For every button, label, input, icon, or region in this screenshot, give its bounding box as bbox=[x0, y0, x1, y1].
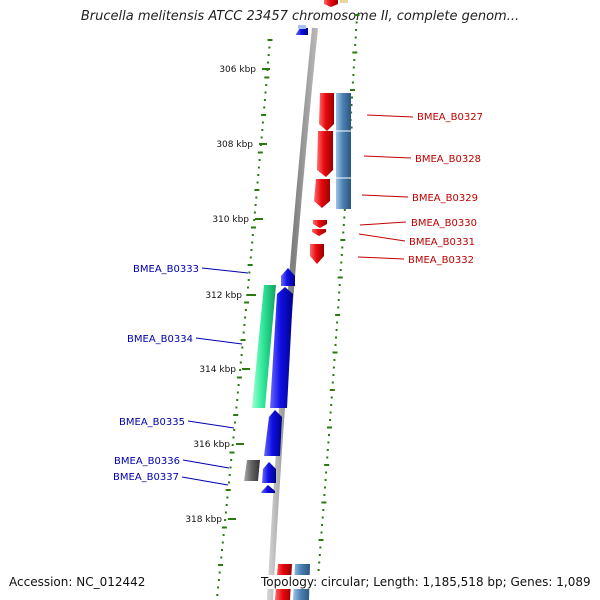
gene-label-bmea-b0330[interactable]: BMEA_B0330 bbox=[411, 218, 477, 229]
partial-forward-gene-top bbox=[324, 0, 338, 7]
label-leader bbox=[187, 420, 235, 429]
gene-arrow-bmea-b0333[interactable] bbox=[281, 268, 295, 286]
gene-label-bmea-b0327[interactable]: BMEA_B0327 bbox=[417, 112, 483, 123]
gene-arrow-bmea-b0335[interactable] bbox=[264, 410, 282, 456]
map-title: Brucella melitensis ATCC 23457 chromosom… bbox=[80, 9, 520, 24]
label-leader bbox=[195, 337, 243, 345]
cds-bar-bmea-b0336[interactable] bbox=[244, 460, 260, 481]
ruler-label: 306 kbp bbox=[219, 65, 256, 75]
partial-reverse-gene-top bbox=[296, 28, 308, 35]
gene-label-bmea-b0335[interactable]: BMEA_B0335 bbox=[119, 417, 185, 428]
ruler-label: 310 kbp bbox=[212, 215, 249, 225]
genome-summary-text: Topology: circular; Length: 1,185,518 bp… bbox=[261, 575, 591, 589]
label-leader bbox=[357, 256, 405, 260]
accession-text: Accession: NC_012442 bbox=[9, 575, 146, 589]
ruler-label: 316 kbp bbox=[193, 440, 230, 450]
reverse-gene-labels: BMEA_B0333 BMEA_B0334 BMEA_B0335 BMEA_B0… bbox=[113, 264, 249, 486]
partial-reverse-cds-top bbox=[298, 25, 306, 29]
gene-arrow-bmea-b0327[interactable] bbox=[319, 93, 334, 131]
ruler: 306 kbp 308 kbp 310 kbp 312 kbp 314 kbp … bbox=[185, 65, 270, 525]
ruler-label: 308 kbp bbox=[216, 140, 253, 150]
label-leader bbox=[358, 233, 406, 242]
gene-arrow-bmea-b0334[interactable] bbox=[270, 287, 293, 408]
ruler-label: 312 kbp bbox=[205, 291, 242, 301]
cds-bar-bmea-b0334[interactable] bbox=[252, 285, 276, 408]
label-leader bbox=[359, 221, 407, 226]
label-leader bbox=[366, 114, 414, 118]
gene-label-bmea-b0331[interactable]: BMEA_B0331 bbox=[409, 237, 475, 248]
partial-forward-cds-top bbox=[340, 0, 348, 3]
gene-arrow-bmea-b0332[interactable] bbox=[310, 244, 324, 264]
tick-ring-left bbox=[216, 39, 273, 596]
gene-arrow-bmea-b0330[interactable] bbox=[313, 220, 327, 228]
label-leader bbox=[181, 476, 229, 486]
forward-strand-features bbox=[310, 93, 351, 264]
forward-gene-labels: BMEA_B0327 BMEA_B0328 BMEA_B0329 BMEA_B0… bbox=[357, 112, 483, 266]
label-leader bbox=[201, 267, 249, 274]
gene-label-bmea-b0328[interactable]: BMEA_B0328 bbox=[415, 154, 481, 165]
label-leader bbox=[182, 459, 230, 469]
cds-bar-bmea-b0327[interactable] bbox=[336, 93, 351, 209]
gene-label-bmea-b0329[interactable]: BMEA_B0329 bbox=[412, 193, 478, 204]
gene-arrow-bmea-b0331[interactable] bbox=[312, 229, 326, 236]
gene-label-bmea-b0337[interactable]: BMEA_B0337 bbox=[113, 472, 179, 483]
reverse-strand-features bbox=[244, 268, 295, 493]
gene-label-bmea-b0336[interactable]: BMEA_B0336 bbox=[114, 456, 180, 467]
ruler-label: 318 kbp bbox=[185, 515, 222, 525]
gene-arrow-bmea-b0336[interactable] bbox=[262, 462, 276, 483]
gene-label-bmea-b0332[interactable]: BMEA_B0332 bbox=[408, 255, 474, 266]
gene-label-bmea-b0333[interactable]: BMEA_B0333 bbox=[133, 264, 199, 275]
gene-arrow-bmea-b0337[interactable] bbox=[261, 485, 275, 493]
gene-arrow-bmea-b0328[interactable] bbox=[317, 131, 333, 177]
label-leader bbox=[363, 155, 412, 159]
label-leader bbox=[361, 194, 409, 198]
ruler-label: 314 kbp bbox=[199, 365, 236, 375]
gene-label-bmea-b0334[interactable]: BMEA_B0334 bbox=[127, 334, 193, 345]
gene-arrow-bmea-b0329[interactable] bbox=[314, 179, 330, 208]
